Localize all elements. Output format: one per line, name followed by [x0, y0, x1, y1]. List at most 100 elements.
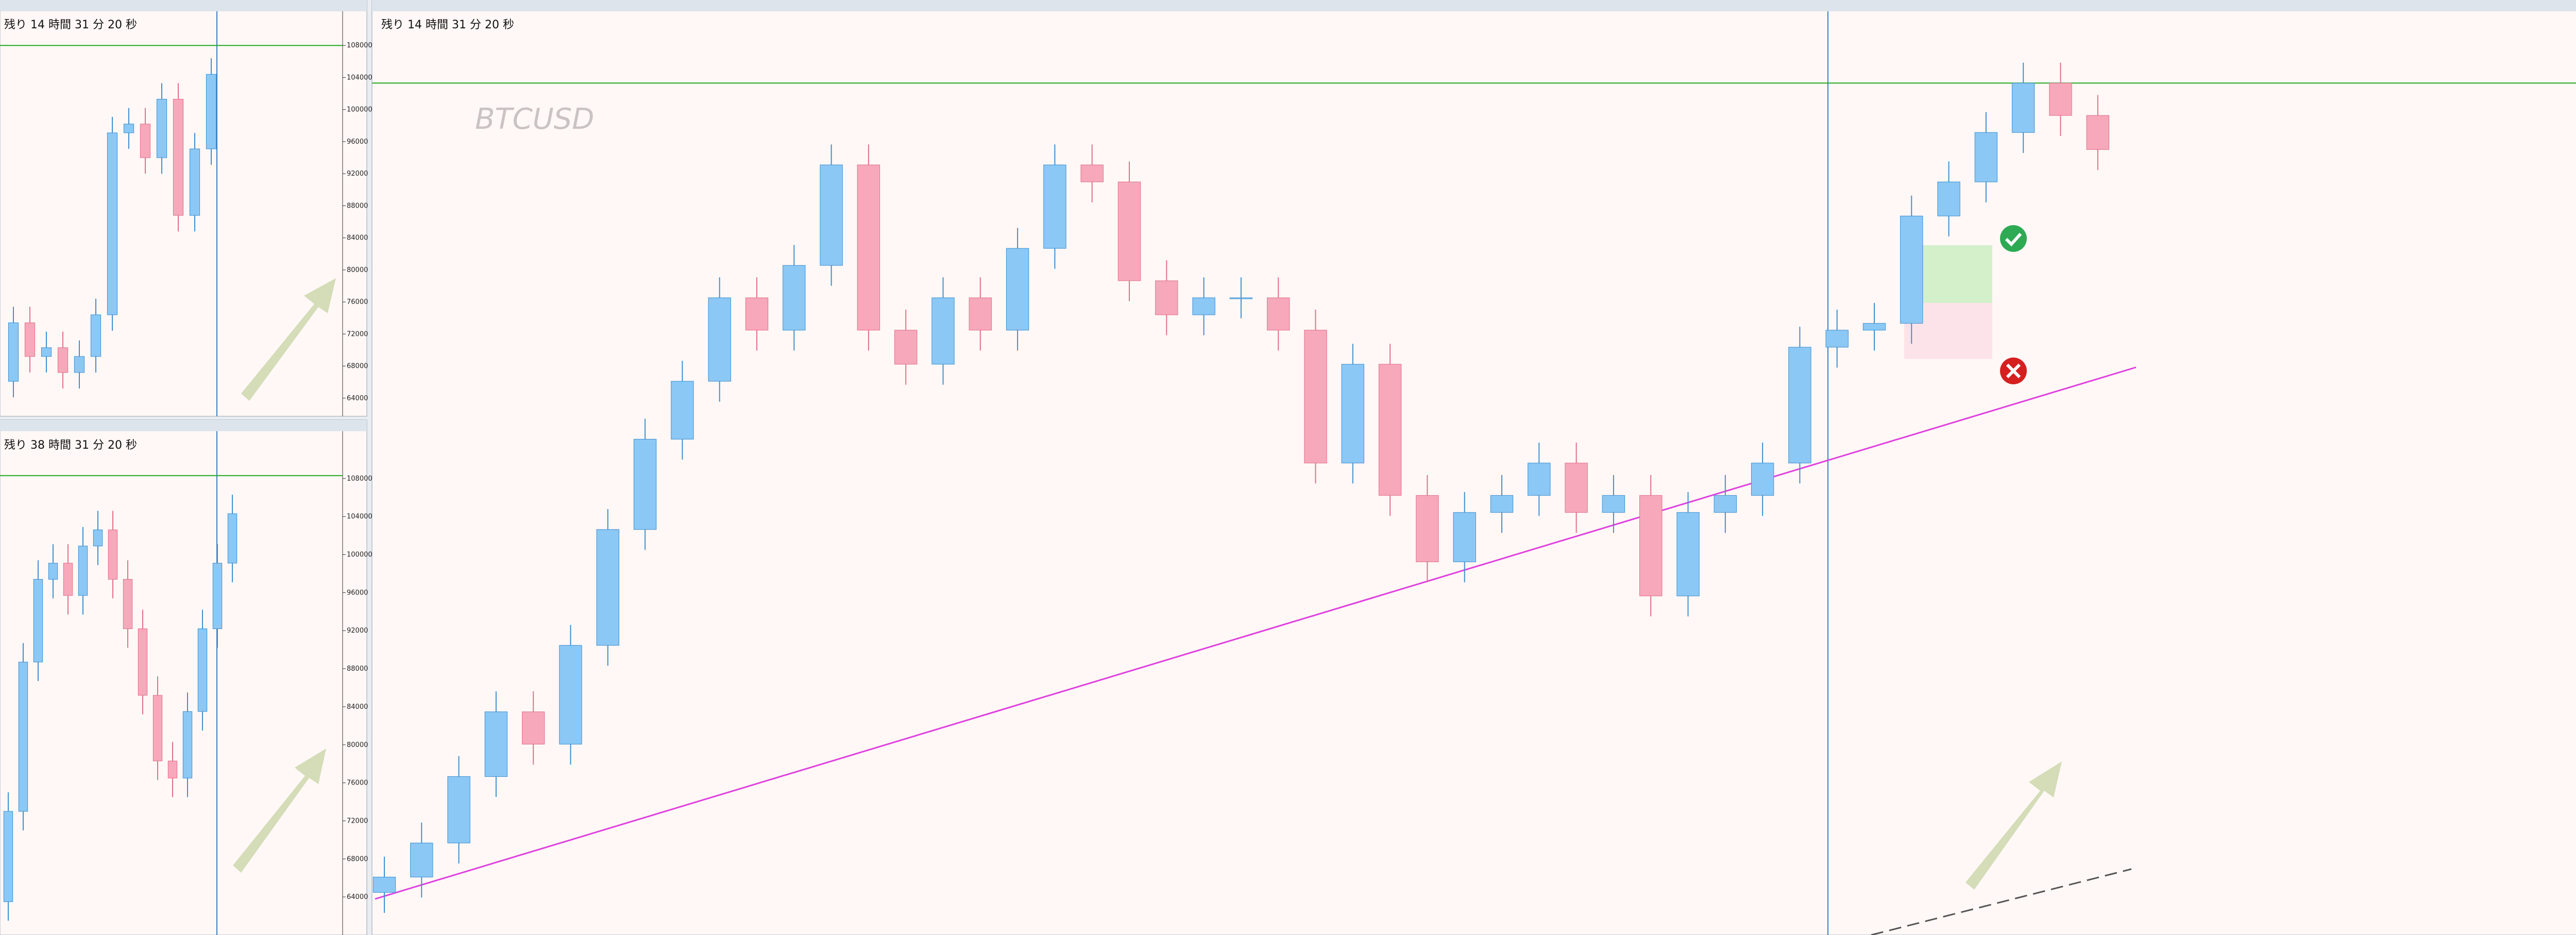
countdown: 残り 14 時間 31 分 20 秒 — [4, 19, 137, 31]
countdown: 残り 14 時間 31 分 20 秒 — [381, 19, 514, 31]
candle-body — [1825, 330, 1849, 348]
arrow-icons — [233, 278, 2062, 890]
y-tick-label: 108000 — [347, 42, 372, 49]
candle-body — [108, 530, 118, 580]
candle-body — [1453, 512, 1476, 563]
y-tick-label: 64000 — [347, 893, 368, 901]
trend-line — [375, 366, 2137, 900]
dashed-line — [1871, 868, 2132, 935]
check-icon — [2000, 225, 2027, 252]
cross-mark — [2006, 363, 2021, 379]
candle-body — [1416, 495, 1439, 563]
candle-body — [1378, 364, 1402, 496]
candle-body — [189, 148, 200, 216]
window-frame — [0, 419, 367, 935]
candle-body — [1751, 463, 1774, 496]
y-tick-label: 72000 — [347, 330, 368, 338]
candle-body — [1080, 164, 1104, 182]
y-tick-label: 68000 — [347, 363, 368, 370]
candle-body — [783, 265, 806, 331]
candle-body — [167, 760, 178, 778]
candle-body — [1862, 323, 1886, 331]
candle-body — [41, 347, 52, 357]
candle-body — [90, 314, 101, 357]
candle-body — [1043, 164, 1066, 249]
candle-body — [107, 132, 118, 315]
candle-body — [93, 530, 103, 547]
y-tick-label: 104000 — [347, 513, 372, 521]
candle-body — [1155, 280, 1178, 315]
candle-body — [894, 330, 918, 365]
candle-body — [1006, 248, 1029, 331]
candle-body — [74, 356, 85, 373]
y-tick-label: 68000 — [347, 855, 368, 863]
candle-body — [152, 695, 163, 761]
candle-body — [372, 877, 396, 893]
y-tick-label: 104000 — [347, 74, 372, 81]
candle-body — [931, 297, 955, 365]
candle-body — [1676, 512, 1700, 597]
candle-body — [48, 563, 58, 580]
countdown: 残り 38 時間 31 分 20 秒 — [4, 439, 137, 452]
candle-body — [1490, 495, 1514, 513]
candle-body — [63, 563, 73, 596]
candle-body — [745, 297, 769, 331]
y-tick-label: 108000 — [347, 475, 372, 483]
candle-body — [123, 124, 134, 133]
y-tick-label: 80000 — [347, 741, 368, 749]
y-tick-label: 64000 — [347, 395, 368, 402]
candle-body — [1117, 181, 1141, 281]
y-tick-label: 96000 — [347, 138, 368, 146]
y-tick-label: 76000 — [347, 779, 368, 787]
candle-body — [1192, 297, 1215, 315]
candle-body — [1341, 364, 1364, 464]
y-tick-label: 100000 — [347, 551, 372, 559]
candle-body — [671, 381, 694, 440]
candle-body — [78, 546, 88, 596]
y-tick-label: 84000 — [347, 703, 368, 711]
candle-body — [1267, 297, 1290, 331]
candle-body — [1937, 181, 1960, 216]
candle-body — [1304, 330, 1327, 464]
candle-body — [138, 628, 148, 696]
candle-body — [857, 164, 880, 331]
candle-body — [708, 297, 731, 382]
candle-body — [1602, 495, 1625, 513]
candle-body — [1565, 463, 1588, 513]
candle-body — [522, 711, 545, 745]
title-bar[interactable] — [0, 0, 367, 11]
candle-body — [24, 322, 36, 357]
candle-body — [8, 322, 19, 382]
y-tick-label: 80000 — [347, 266, 368, 274]
y-tick-label: 96000 — [347, 589, 368, 597]
y-tick-label: 84000 — [347, 234, 368, 242]
y-tick-label: 100000 — [347, 106, 372, 114]
check-mark — [2005, 232, 2022, 247]
candle-body — [173, 98, 184, 216]
candle-body — [140, 124, 151, 158]
candle-body — [227, 513, 238, 564]
candle-body — [447, 776, 470, 843]
candle-body — [820, 164, 843, 266]
candle-body — [2086, 115, 2109, 150]
candle-body — [410, 842, 433, 878]
candle-body — [596, 529, 619, 646]
candle-body — [2012, 82, 2035, 133]
title-bar[interactable] — [372, 0, 2576, 11]
candle-body — [2049, 82, 2072, 116]
candle-body — [633, 439, 657, 530]
title-bar[interactable] — [0, 420, 367, 431]
y-tick-label: 88000 — [347, 665, 368, 673]
candle-body — [212, 563, 223, 630]
candle-body — [3, 811, 13, 902]
candle-body — [156, 98, 167, 158]
y-tick-label: 76000 — [347, 298, 368, 306]
candle-body — [969, 297, 992, 331]
candle-body — [1900, 215, 1923, 324]
candle-body — [484, 711, 508, 777]
candle-body — [559, 645, 582, 745]
candle-body — [1528, 463, 1551, 496]
candle-body — [123, 579, 133, 630]
candle-body — [1639, 495, 1663, 597]
